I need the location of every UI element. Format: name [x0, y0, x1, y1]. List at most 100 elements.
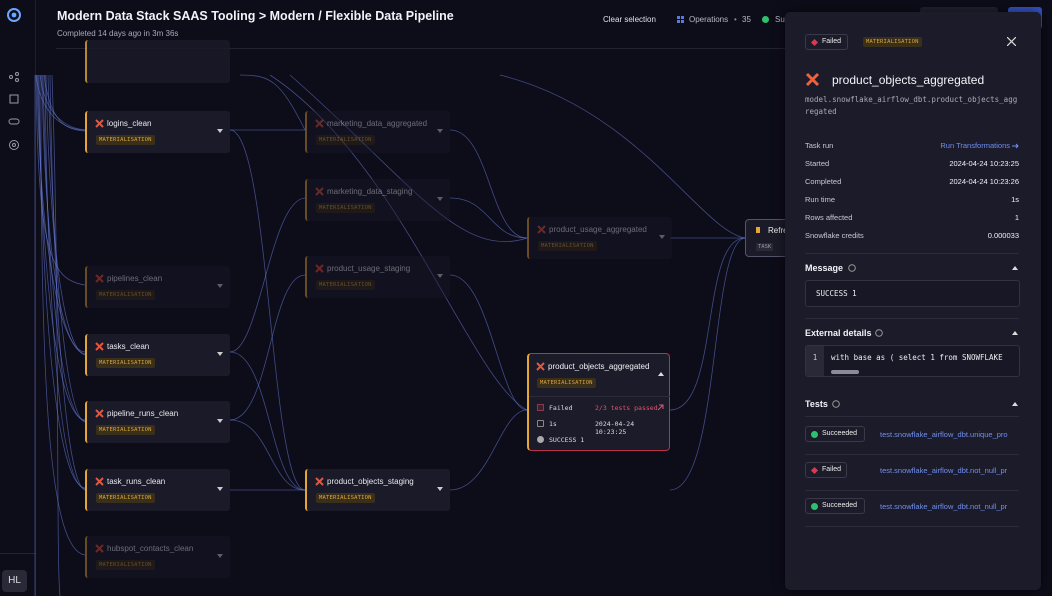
- detail-link[interactable]: Run Transformations: [940, 141, 1010, 150]
- section-title: Tests: [805, 399, 828, 409]
- arrow-icon: [1012, 143, 1019, 149]
- logo[interactable]: [6, 7, 22, 23]
- node-label: marketing_data_staging: [327, 187, 413, 196]
- code-box: 1 with base as ( select 1 from SNOWFLAKE: [805, 345, 1020, 377]
- detail-label: Run time: [805, 195, 836, 204]
- expand: [437, 274, 443, 278]
- expand: [437, 487, 443, 491]
- panel-title: product_objects_aggregated: [832, 73, 985, 87]
- status-badge: Failed: [805, 34, 848, 50]
- node-badge: MATERIALISATION: [538, 241, 597, 251]
- status-icon: [810, 466, 819, 475]
- node-badge: MATERIALISATION: [316, 135, 375, 145]
- graph-node[interactable]: product_usage_aggregated MATERIALISATION: [527, 217, 672, 259]
- collapse[interactable]: [1012, 402, 1018, 406]
- divider: [805, 416, 1019, 417]
- node-badge: MATERIALISATION: [537, 378, 596, 388]
- model-icon: [805, 72, 820, 87]
- divider: [805, 490, 1019, 491]
- detail-value: 2024-04-24 10:23:26: [949, 177, 1019, 186]
- divider: [805, 253, 1019, 254]
- node-label: marketing_data_aggregated: [327, 119, 428, 128]
- node-badge: MATERIALISATION: [316, 203, 375, 213]
- model-icon: [315, 264, 324, 273]
- collapse[interactable]: [658, 372, 664, 376]
- node-label: task_runs_clean: [107, 477, 166, 486]
- graph-node[interactable]: marketing_data_staging MATERIALISATION: [305, 179, 450, 221]
- scrollbar[interactable]: [831, 370, 859, 374]
- divider: [0, 553, 36, 554]
- avatar[interactable]: HL: [2, 570, 27, 592]
- expand: [659, 235, 665, 239]
- node-status: Failed: [549, 404, 573, 412]
- expand: [217, 352, 223, 356]
- graph-node[interactable]: task_runs_clean MATERIALISATION: [85, 469, 230, 511]
- model-icon: [95, 477, 104, 486]
- page-title: Modern Data Stack SAAS Tooling > Modern …: [57, 9, 454, 23]
- detail-label: Completed: [805, 177, 842, 186]
- graph-node[interactable]: tasks_clean MATERIALISATION: [85, 334, 230, 376]
- node-tests[interactable]: 2/3 tests passed: [595, 404, 658, 412]
- code-line: with base as ( select 1 from SNOWFLAKE: [831, 353, 1003, 362]
- node-label: product_objects_aggregated: [548, 362, 650, 371]
- test-name[interactable]: test.snowflake_airflow_dbt.not_null_pr: [880, 502, 1008, 511]
- detail-panel: Failed MATERIALISATION product_objects_a…: [785, 12, 1041, 590]
- expand: [217, 487, 223, 491]
- graph-node[interactable]: product_objects_staging MATERIALISATION: [305, 469, 450, 511]
- detail-value: 1s: [1011, 195, 1019, 204]
- status-icon: [811, 431, 818, 438]
- expand: [217, 419, 223, 423]
- detail-label: Snowflake credits: [805, 231, 864, 240]
- status-dot: [762, 16, 769, 23]
- graph-node[interactable]: [85, 40, 230, 83]
- status-icon: [537, 404, 544, 411]
- sidebar: HL: [0, 0, 36, 596]
- detail-row: Completed 2024-04-24 10:23:26: [805, 177, 1019, 189]
- divider: [805, 526, 1019, 527]
- selected-node[interactable]: product_objects_aggregated MATERIALISATI…: [527, 353, 670, 451]
- graph-node[interactable]: logins_clean MATERIALISATION: [85, 111, 230, 153]
- detail-label: Rows affected: [805, 213, 853, 222]
- graph-node[interactable]: marketing_data_aggregated MATERIALISATION: [305, 111, 450, 153]
- detail-value: 0.000033: [987, 231, 1019, 240]
- detail-label: Started: [805, 159, 830, 168]
- type-badge: MATERIALISATION: [863, 37, 922, 47]
- node-label: pipeline_runs_clean: [107, 409, 179, 418]
- node-badge: MATERIALISATION: [96, 290, 155, 300]
- status-text: Failed: [822, 38, 842, 45]
- graph-node[interactable]: pipeline_runs_clean MATERIALISATION: [85, 401, 230, 443]
- model-icon: [315, 119, 324, 128]
- header-divider: [56, 48, 785, 49]
- divider: [805, 454, 1019, 455]
- graph-node[interactable]: hubspot_contacts_clean MATERIALISATION: [85, 536, 230, 578]
- close-button[interactable]: [1007, 37, 1016, 46]
- collapse[interactable]: [1012, 266, 1018, 270]
- detail-row: Snowflake credits 0.000033: [805, 231, 1019, 243]
- model-icon: [536, 362, 545, 371]
- expand: [217, 129, 223, 133]
- node-label: product_usage_aggregated: [549, 225, 647, 234]
- model-path: model.snowflake_airflow_dbt.product_obje…: [805, 95, 1018, 116]
- graph-node[interactable]: product_usage_staging MATERIALISATION: [305, 256, 450, 298]
- clear-selection[interactable]: Clear selection: [603, 15, 656, 24]
- graph-node[interactable]: pipelines_clean MATERIALISATION: [85, 266, 230, 308]
- node-badge: MATERIALISATION: [96, 493, 155, 503]
- node-badge: MATERIALISATION: [316, 280, 375, 290]
- info-icon: [875, 329, 883, 337]
- section-title: Message: [805, 263, 844, 273]
- node-tag: TASK: [756, 243, 774, 251]
- separator: •: [734, 15, 737, 24]
- test-name[interactable]: test.snowflake_airflow_dbt.not_null_pr: [880, 466, 1008, 475]
- message-box: SUCCESS 1: [805, 280, 1020, 307]
- test-name[interactable]: test.snowflake_airflow_dbt.unique_pro: [880, 430, 1008, 439]
- task-icon: [756, 227, 760, 233]
- status-text: Succeeded: [822, 430, 858, 437]
- status-icon: [811, 503, 818, 510]
- node-duration: 1s: [549, 420, 557, 428]
- operations-label: Operations: [689, 15, 729, 24]
- node-label: product_usage_staging: [327, 264, 411, 273]
- operations-count: 35: [742, 15, 751, 24]
- collapse[interactable]: [1012, 331, 1018, 335]
- nav-icons[interactable]: [8, 72, 20, 152]
